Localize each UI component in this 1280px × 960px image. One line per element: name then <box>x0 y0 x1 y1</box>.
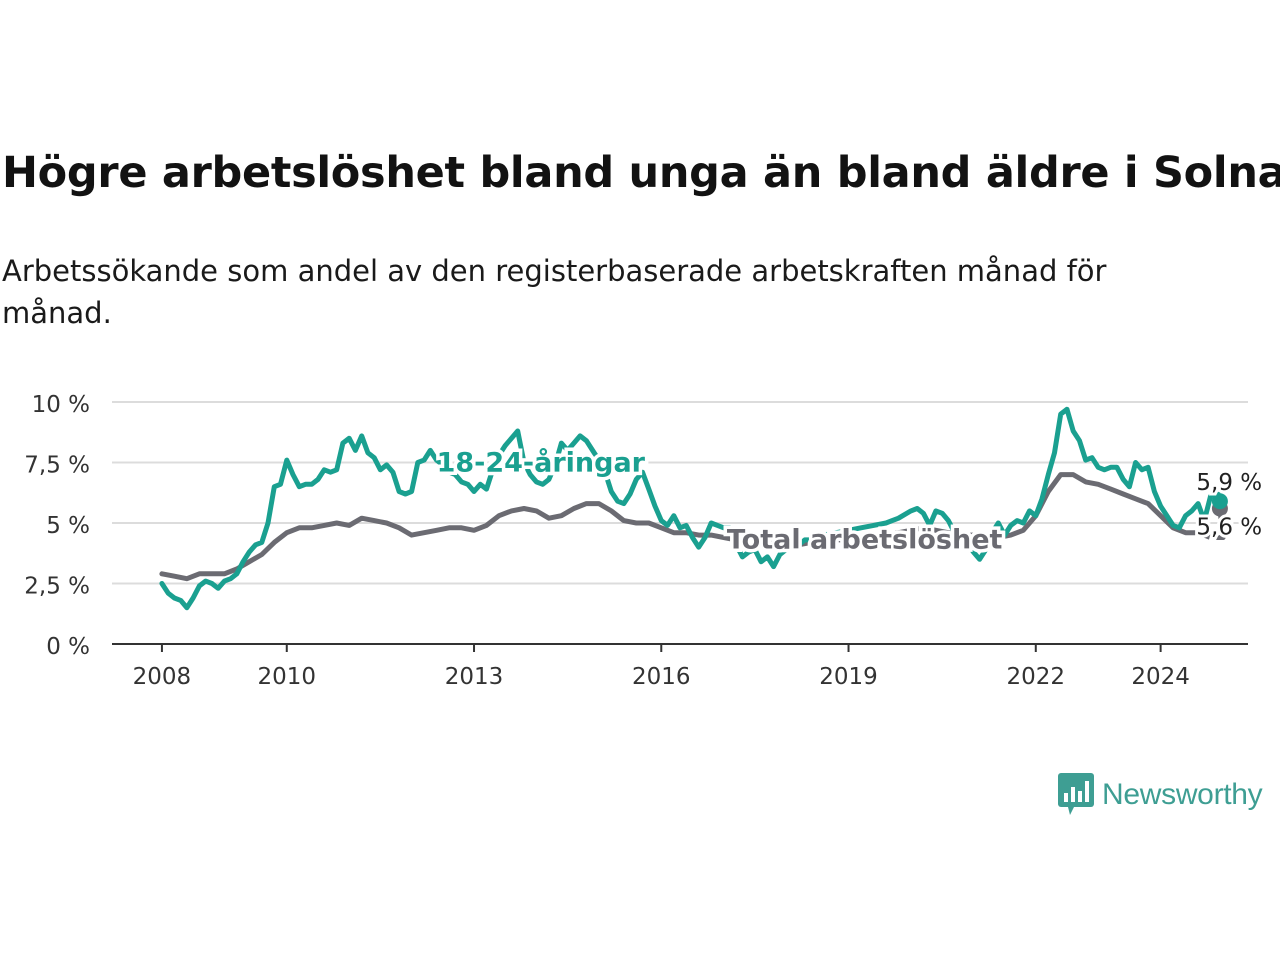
x-tick-label: 2019 <box>819 664 878 690</box>
bar-chart-speech-bubble-icon <box>1058 773 1094 815</box>
chart-title: Högre arbetslöshet bland unga än bland ä… <box>2 148 1280 198</box>
series-label: Total arbetslöshet <box>727 525 1003 556</box>
y-tick-label: 2,5 % <box>24 574 90 600</box>
y-tick-label: 5 % <box>46 513 90 539</box>
x-tick-label: 2010 <box>257 664 316 690</box>
y-tick-label: 0 % <box>46 634 90 660</box>
x-tick-label: 2024 <box>1131 664 1190 690</box>
chart-subtitle: Arbetssökande som andel av den registerb… <box>2 254 1107 330</box>
y-tick-label: 7,5 % <box>24 453 90 479</box>
x-tick-label: 2016 <box>632 664 691 690</box>
brand-name: Newsworthy <box>1102 778 1263 811</box>
newsworthy-logo: Newsworthy <box>1058 770 1263 820</box>
x-tick-label: 2008 <box>133 664 192 690</box>
series-end-point <box>1211 493 1228 510</box>
series-line <box>159 406 1226 611</box>
y-axis-ticks: 0 % 2,5 % 5 % 7,5 % 10 % <box>24 392 90 660</box>
grid-lines <box>112 401 1248 585</box>
line-chart: 0 % 2,5 % 5 % 7,5 % 10 % 2008 2010 2013 2016 201… <box>24 392 1265 690</box>
series-labels: 18-24-åringar Total arbetslöshet 5,9 % 5,6 … <box>433 443 1265 559</box>
series-label: 18-24-åringar <box>437 446 646 478</box>
series-lines <box>159 406 1228 611</box>
x-tick-label: 2022 <box>1007 664 1066 690</box>
series-line <box>159 472 1226 582</box>
end-value-label: 5,9 % <box>1196 470 1262 496</box>
y-tick-label: 10 % <box>32 392 90 418</box>
x-tick-label: 2013 <box>445 664 504 690</box>
x-axis-ticks: 2008 2010 2013 2016 2019 2022 2024 <box>133 644 1190 690</box>
end-value-label: 5,6 % <box>1196 515 1262 541</box>
